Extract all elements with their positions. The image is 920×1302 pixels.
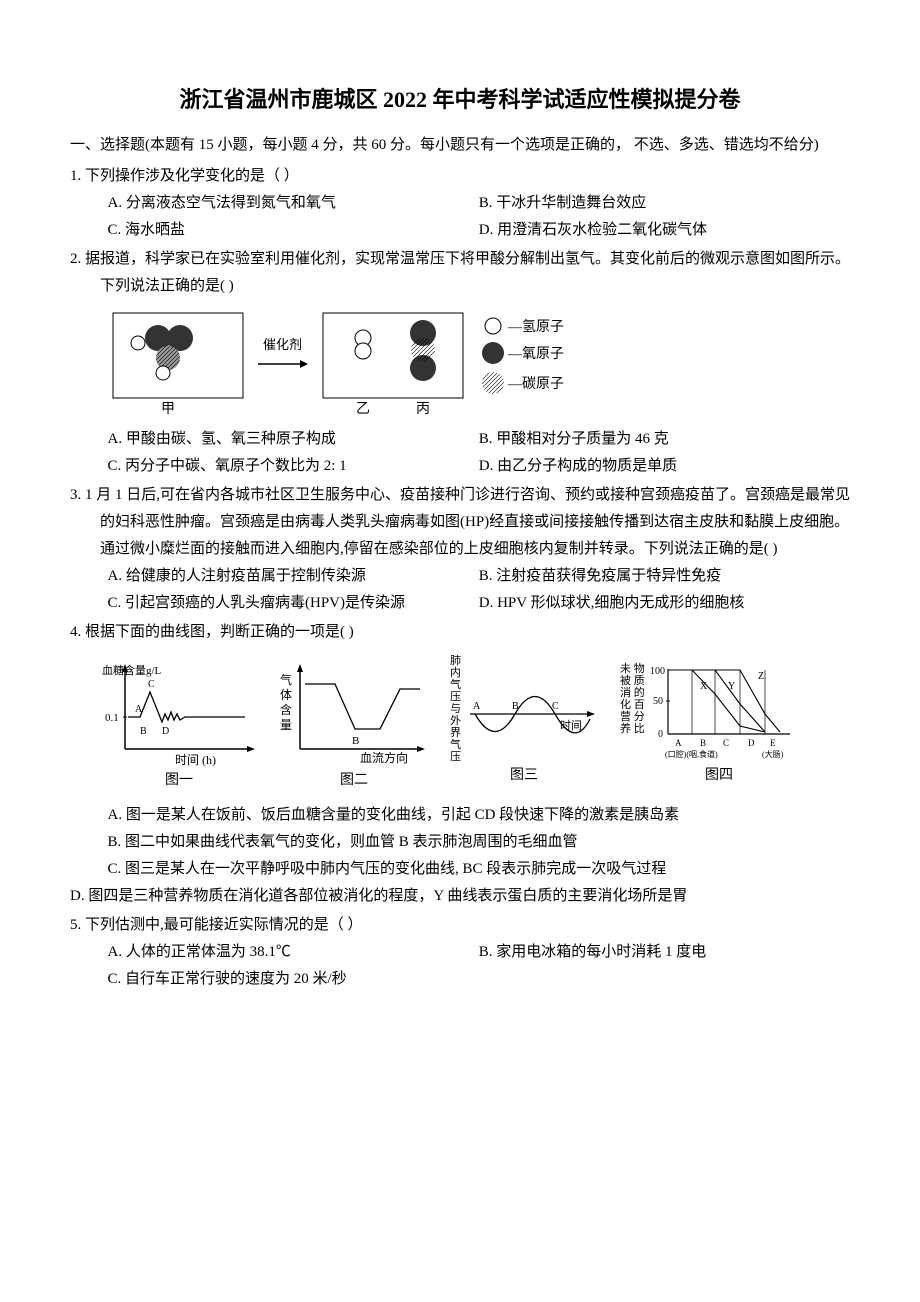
svg-text:0.1: 0.1 <box>105 712 119 724</box>
svg-text:0: 0 <box>658 729 663 740</box>
chart-4: 未 物 被 质 消 的 化 百 营 分 养 比 100 50 0 X Y Z A… <box>620 654 800 794</box>
svg-text:被 质: 被 质 <box>620 674 645 687</box>
svg-text:C: C <box>723 738 729 748</box>
q5-option-c: C. 自行车正常行驶的速度为 20 米/秒 <box>108 966 851 993</box>
svg-text:含: 含 <box>280 702 292 717</box>
svg-text:A: A <box>473 701 481 712</box>
q2-option-b: B. 甲酸相对分子质量为 46 克 <box>479 426 850 453</box>
svg-text:D: D <box>748 738 755 748</box>
q4-option-d: D. 图四是三种营养物质在消化道各部位被消化的程度，Y 曲线表示蛋白质的主要消化… <box>70 883 850 910</box>
svg-text:内: 内 <box>450 665 461 679</box>
svg-text:外: 外 <box>450 714 461 727</box>
q4-charts: 血糖含量g/L 0.1 A C B D 时间 (h) 图一 气 体 含 量 B … <box>70 654 850 794</box>
q1-option-c: C. 海水晒盐 <box>108 217 479 244</box>
svg-text:—碳原子: —碳原子 <box>507 376 564 392</box>
q5-option-a: A. 人体的正常体温为 38.1℃ <box>108 939 479 966</box>
svg-text:压: 压 <box>450 690 461 703</box>
svg-text:B: B <box>352 735 359 747</box>
svg-text:A: A <box>675 738 682 748</box>
label-yi: 乙 <box>356 401 370 417</box>
chart3-title: 图三 <box>510 768 538 783</box>
svg-text:气: 气 <box>450 677 461 691</box>
svg-text:Y: Y <box>728 681 735 692</box>
chart-3: 肺 内 气 压 与 外 界 气 压 A B C 时间 图三 <box>450 654 600 794</box>
q4-option-a: A. 图一是某人在饭前、饭后血糖含量的变化曲线，引起 CD 段快速下降的激素是胰… <box>108 802 851 829</box>
svg-text:C: C <box>148 679 155 690</box>
q1-text: 1. 下列操作涉及化学变化的是（ ） <box>70 163 850 190</box>
svg-text:Z: Z <box>758 671 764 682</box>
arrow-icon <box>258 356 308 372</box>
svg-text:养 比: 养 比 <box>620 721 645 735</box>
q2-text: 2. 据报道，科学家已在实验室利用催化剂，实现常温常压下将甲酸分解制出氢气。其变… <box>70 246 850 300</box>
q3-option-b: B. 注射疫苗获得免疫属于特异性免疫 <box>479 563 850 590</box>
question-3: 3. 1 月 1 日后,可在省内各城市社区卫生服务中心、疫苗接种门诊进行咨询、预… <box>70 482 850 617</box>
exam-title: 浙江省温州市鹿城区 2022 年中考科学试适应性模拟提分卷 <box>70 80 850 120</box>
svg-text:E: E <box>770 738 776 748</box>
chart4-title: 图四 <box>705 768 733 783</box>
svg-text:消 的: 消 的 <box>620 685 645 699</box>
svg-text:量: 量 <box>280 718 292 732</box>
label-bing: 丙 <box>416 402 430 417</box>
q5-option-b: B. 家用电冰箱的每小时消耗 1 度电 <box>479 939 850 966</box>
q4-option-b: B. 图二中如果曲线代表氧气的变化，则血管 B 表示肺泡周围的毛细血管 <box>108 829 851 856</box>
svg-text:时间 (h): 时间 (h) <box>175 753 216 767</box>
question-4: 4. 根据下面的曲线图，判断正确的一项是( ) 血糖含量g/L 0.1 A C … <box>70 619 850 910</box>
q1-option-d: D. 用澄清石灰水检验二氧化碳气体 <box>479 217 850 244</box>
svg-text:肺: 肺 <box>450 654 461 667</box>
svg-text:体: 体 <box>280 688 292 702</box>
q1-option-b: B. 干冰升华制造舞台效应 <box>479 190 850 217</box>
question-2: 2. 据报道，科学家已在实验室利用催化剂，实现常温常压下将甲酸分解制出氢气。其变… <box>70 246 850 480</box>
svg-text:界: 界 <box>450 726 461 739</box>
svg-text:(口腔)(咽,食道): (口腔)(咽,食道) <box>665 749 718 759</box>
svg-text:未 物: 未 物 <box>620 661 645 675</box>
svg-text:X: X <box>700 681 708 692</box>
svg-text:(大肠): (大肠) <box>762 749 784 759</box>
catalyst-label: 催化剂 <box>263 333 302 356</box>
chart2-title: 图二 <box>340 773 368 788</box>
svg-text:B: B <box>512 701 519 712</box>
chart-1: 血糖含量g/L 0.1 A C B D 时间 (h) 图一 <box>100 654 260 794</box>
svg-text:气: 气 <box>450 737 461 751</box>
q5-text: 5. 下列估测中,最可能接近实际情况的是（ ） <box>70 912 850 939</box>
svg-text:B: B <box>700 738 706 748</box>
svg-text:化 百: 化 百 <box>620 697 645 711</box>
q2-option-d: D. 由乙分子构成的物质是单质 <box>479 453 850 480</box>
q2-diagram: 甲 催化剂 乙 丙 —氢原子 <box>108 308 851 418</box>
q1-option-a: A. 分离液态空气法得到氮气和氧气 <box>108 190 479 217</box>
q3-option-d: D. HPV 形似球状,细胞内无成形的细胞核 <box>479 590 850 617</box>
label-jia: 甲 <box>161 402 175 417</box>
svg-text:—氧原子: —氧原子 <box>507 346 564 362</box>
svg-text:A: A <box>135 704 143 715</box>
svg-text:50: 50 <box>653 696 663 707</box>
svg-text:营 分: 营 分 <box>620 709 645 723</box>
q3-option-a: A. 给健康的人注射疫苗属于控制传染源 <box>108 563 479 590</box>
svg-text:血糖含量g/L: 血糖含量g/L <box>102 663 162 677</box>
svg-text:压: 压 <box>450 750 461 763</box>
svg-text:气: 气 <box>280 672 292 687</box>
molecule-jia-box: 甲 <box>108 308 248 418</box>
q3-text: 3. 1 月 1 日后,可在省内各城市社区卫生服务中心、疫苗接种门诊进行咨询、预… <box>70 482 850 563</box>
svg-text:时间: 时间 <box>560 719 582 732</box>
q2-option-c: C. 丙分子中碳、氧原子个数比为 2: 1 <box>108 453 479 480</box>
chart1-title: 图一 <box>165 773 193 788</box>
svg-text:C: C <box>552 701 559 712</box>
chart-2: 气 体 含 量 B 血流方向 图二 <box>280 654 430 794</box>
svg-text:—氢原子: —氢原子 <box>507 319 564 335</box>
svg-text:D: D <box>162 726 169 737</box>
svg-text:与: 与 <box>450 702 461 715</box>
question-1: 1. 下列操作涉及化学变化的是（ ） A. 分离液态空气法得到氮气和氧气 B. … <box>70 163 850 244</box>
svg-text:100: 100 <box>650 666 665 677</box>
molecule-legend: —氢原子 —氧原子 —碳原子 <box>478 308 588 408</box>
svg-text:血流方向: 血流方向 <box>360 750 408 765</box>
section-1-header: 一、选择题(本题有 15 小题，每小题 4 分，共 60 分。每小题只有一个选项… <box>70 132 850 159</box>
molecule-yi-bing-box: 乙 丙 <box>318 308 468 418</box>
q4-text: 4. 根据下面的曲线图，判断正确的一项是( ) <box>70 619 850 646</box>
q3-option-c: C. 引起宫颈癌的人乳头瘤病毒(HPV)是传染源 <box>108 590 479 617</box>
q4-option-c: C. 图三是某人在一次平静呼吸中肺内气压的变化曲线, BC 段表示肺完成一次吸气… <box>108 856 851 883</box>
svg-text:B: B <box>140 726 147 737</box>
q2-option-a: A. 甲酸由碳、氢、氧三种原子构成 <box>108 426 479 453</box>
question-5: 5. 下列估测中,最可能接近实际情况的是（ ） A. 人体的正常体温为 38.1… <box>70 912 850 993</box>
